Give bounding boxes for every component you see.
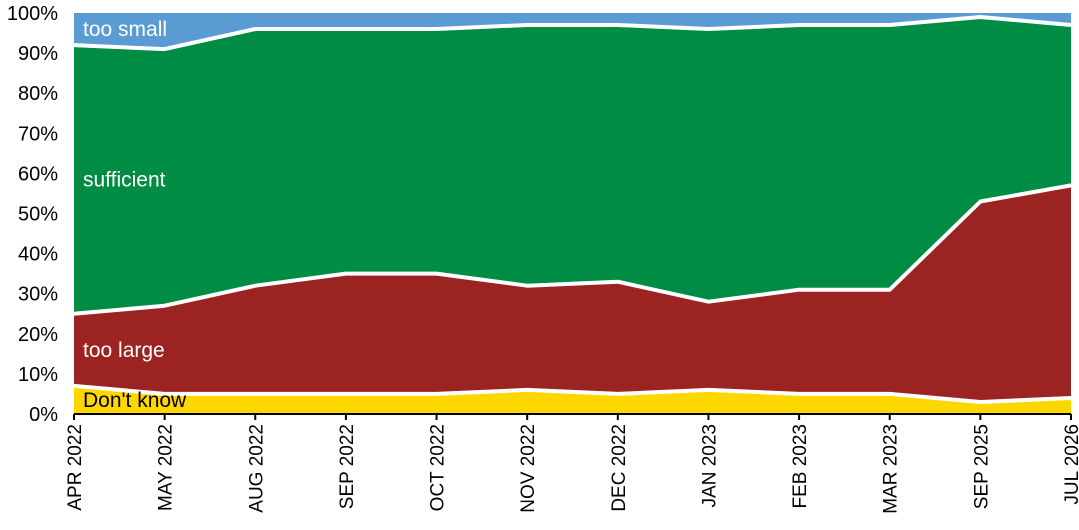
x-tick-label: MAY 2022 bbox=[156, 424, 177, 511]
series-label-too-large: too large bbox=[83, 339, 165, 362]
boundary-don-t-know bbox=[73, 383, 1072, 404]
x-axis-ticks: APR 2022 MAY 2022 AUG 2022 SEP 2022 OCT 2022… bbox=[65, 414, 1079, 514]
x-tick-label: APR 2022 bbox=[65, 424, 86, 511]
series-label-don-t-know: Don't know bbox=[83, 389, 187, 412]
area-don-t-know bbox=[74, 385, 1071, 414]
x-tick-label: JUL 2026 bbox=[1062, 424, 1079, 505]
series-labels: Don't know too large sufficient too small bbox=[83, 18, 187, 412]
x-tick-label: SEP 2022 bbox=[337, 424, 358, 509]
area-too-small bbox=[74, 13, 1071, 50]
x-tick-label: MAR 2023 bbox=[881, 424, 902, 514]
y-tick-label: 60% bbox=[18, 163, 58, 185]
y-tick-label: 90% bbox=[18, 43, 58, 65]
y-tick-label: 10% bbox=[18, 364, 58, 386]
y-tick-label: 70% bbox=[18, 123, 58, 145]
y-tick-label: 50% bbox=[18, 204, 58, 226]
area-layers bbox=[74, 13, 1071, 414]
boundary-sufficient bbox=[73, 15, 1072, 52]
y-tick-label: 40% bbox=[18, 244, 58, 266]
series-label-sufficient: sufficient bbox=[83, 168, 166, 191]
y-tick-label: 20% bbox=[18, 324, 58, 346]
y-tick-label: 100% bbox=[7, 3, 58, 25]
series-boundaries bbox=[73, 15, 1072, 404]
y-axis-ticks: 0% 10% 20% 30% 40% 50% 60% 70% 80% 90% 100% bbox=[7, 3, 58, 426]
x-tick-label: DEC 2022 bbox=[609, 424, 630, 512]
x-tick-label: OCT 2022 bbox=[428, 424, 449, 511]
boundary-too-large bbox=[73, 183, 1072, 316]
x-tick-label: AUG 2022 bbox=[246, 424, 267, 513]
x-tick-label: FEB 2023 bbox=[790, 424, 811, 509]
series-label-too-small: too small bbox=[83, 18, 167, 41]
y-tick-label: 0% bbox=[29, 404, 58, 426]
y-tick-label: 30% bbox=[18, 284, 58, 306]
x-tick-label: NOV 2022 bbox=[518, 424, 539, 513]
y-tick-label: 80% bbox=[18, 83, 58, 105]
x-tick-label: JAN 2023 bbox=[700, 424, 721, 507]
area-too-large bbox=[74, 185, 1071, 402]
area-sufficient bbox=[74, 17, 1071, 314]
x-tick-label: SEP 2025 bbox=[971, 424, 992, 509]
